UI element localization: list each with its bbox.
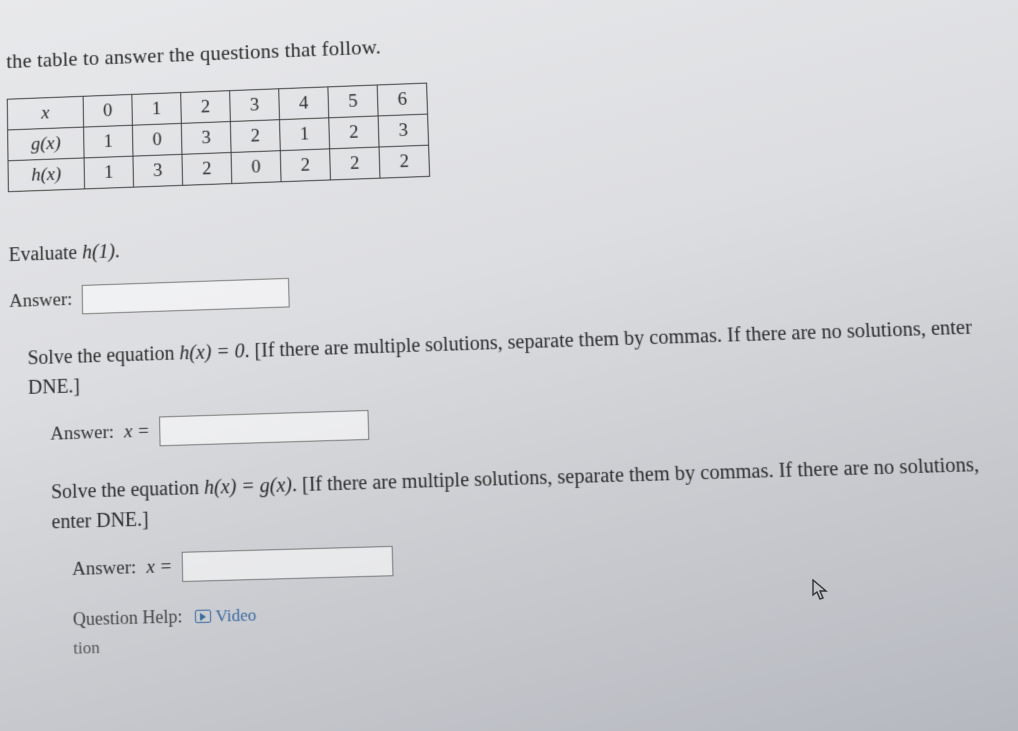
answer-row-2: Answer: x =: [50, 390, 1018, 450]
answer-label: Answer:: [50, 422, 114, 446]
table-cell: 2: [230, 120, 280, 153]
table-cell: 2: [329, 116, 379, 149]
table-cell: 6: [377, 83, 427, 116]
help-label: Question Help:: [73, 606, 183, 630]
question-page: the table to answer the questions that f…: [0, 0, 1018, 671]
table-cell: 1: [132, 93, 181, 126]
table-cell: 0: [83, 94, 132, 127]
table-cell: 5: [328, 85, 378, 118]
table-cell: 3: [378, 114, 428, 147]
table-cell: 1: [279, 118, 329, 151]
q1-prefix: Evaluate: [9, 242, 83, 266]
question-2: Solve the equation h(x) = 0. [If there a…: [27, 311, 1017, 403]
table-cell: 0: [231, 151, 281, 184]
video-link-text: Video: [215, 605, 256, 626]
table-cell: 3: [181, 122, 231, 155]
table-cell: 1: [84, 125, 133, 158]
answer-var: x =: [124, 421, 150, 444]
q2-prefix: Solve the equation: [27, 343, 179, 370]
q2-math: h(x) = 0: [179, 340, 245, 364]
answer-input-3[interactable]: [182, 546, 394, 582]
table-cell: 3: [230, 89, 280, 122]
table-cell: 0: [132, 123, 182, 156]
answer-input-2[interactable]: [159, 410, 369, 446]
answer-input-1[interactable]: [82, 278, 290, 314]
video-icon: [194, 610, 210, 624]
question-3: Solve the equation h(x) = g(x). [If ther…: [51, 448, 1018, 537]
table-cell: 4: [279, 87, 329, 120]
q1-suffix: .: [115, 241, 120, 263]
q1-math: h(1): [82, 241, 115, 264]
table-cell: 2: [182, 152, 232, 185]
row-header-g: g(x): [8, 127, 84, 161]
answer-label: Answer:: [72, 557, 137, 581]
row-header-x: x: [7, 96, 83, 130]
row-header-h: h(x): [8, 158, 85, 192]
table-cell: 2: [330, 147, 380, 180]
function-table: x 0 1 2 3 4 5 6 g(x) 1 0 3 2 1 2 3 h(x) …: [7, 83, 430, 193]
video-link[interactable]: Video: [194, 605, 256, 627]
answer-row-3: Answer: x =: [72, 528, 1018, 585]
table-cell: 3: [133, 154, 183, 187]
answer-label: Answer:: [9, 289, 72, 313]
table-cell: 1: [84, 156, 133, 189]
answer-var: x =: [146, 556, 172, 579]
q3-math: h(x) = g(x): [204, 474, 292, 499]
table-cell: 2: [280, 149, 330, 182]
table-cell: 2: [379, 145, 430, 178]
intro-text: the table to answer the questions that f…: [6, 11, 997, 74]
q3-prefix: Solve the equation: [51, 477, 204, 503]
table-cell: 2: [181, 91, 231, 124]
